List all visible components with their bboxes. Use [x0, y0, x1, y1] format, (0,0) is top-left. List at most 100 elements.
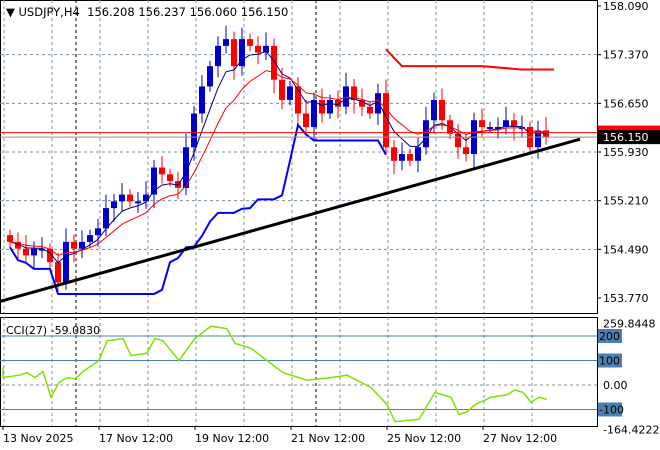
candle-body	[199, 86, 205, 114]
dropdown-triangle-icon[interactable]: ▼	[6, 5, 15, 19]
candle-body	[255, 45, 261, 53]
candle-body	[7, 235, 13, 242]
candle-body	[383, 93, 389, 148]
candle-body	[87, 235, 93, 242]
candle-body	[415, 147, 421, 161]
candle-body	[135, 201, 141, 204]
candle-body	[127, 194, 133, 202]
candle-body	[455, 133, 461, 148]
ma-slow-line	[9, 70, 547, 256]
y-tick-label: 155.930	[603, 146, 649, 159]
candle-body	[375, 93, 381, 114]
candle-body	[95, 228, 101, 236]
candle-body	[335, 99, 341, 107]
main-panel-frame	[0, 0, 598, 314]
header-bar: ▼ USDJPY,H4 156.208 156.237 156.060 156.…	[6, 5, 288, 19]
y-tick-label: 153.770	[603, 292, 649, 305]
candle-body	[119, 194, 125, 202]
last-price-marker	[598, 130, 660, 145]
candle-body	[23, 248, 29, 256]
candle-body	[407, 154, 413, 161]
candle-body	[47, 248, 53, 263]
cci-label: CCI(27)	[6, 324, 48, 337]
candle-body	[103, 208, 109, 229]
candle-body	[351, 86, 357, 100]
cci-line	[2, 325, 548, 423]
cci-value: -59.0830	[50, 324, 101, 337]
x-tick-label: 27 Nov 12:00	[483, 432, 557, 445]
candle-body	[287, 86, 293, 100]
candle-body	[399, 154, 405, 161]
candle-body	[535, 130, 541, 148]
candle-body	[263, 45, 269, 53]
candle-body	[359, 99, 365, 107]
candle-body	[39, 248, 45, 251]
candle-body	[247, 39, 253, 46]
low-value: 156.060	[189, 5, 238, 19]
candle-body	[303, 113, 309, 127]
candle-body	[111, 201, 117, 209]
cci-level-badge	[598, 402, 622, 417]
high-value: 156.237	[138, 5, 186, 19]
y-tick-label: 156.650	[603, 97, 649, 110]
cci-level-badge	[598, 353, 622, 368]
candle-body	[207, 66, 213, 87]
candle-body	[71, 241, 77, 249]
candle-body	[223, 39, 229, 46]
trendline	[0, 137, 581, 303]
candle-body	[15, 241, 21, 249]
candle-body	[55, 262, 61, 283]
y-tick-label: 155.210	[603, 195, 649, 208]
candle-body	[231, 39, 237, 67]
candle-body	[151, 167, 157, 195]
candle-body	[167, 174, 173, 182]
candle-body	[479, 120, 485, 127]
cci-max-label: 259.8448	[603, 317, 656, 330]
candle-body	[487, 126, 493, 129]
cci-level-badge	[598, 329, 622, 343]
x-tick-label: 13 Nov 2025	[3, 432, 73, 445]
cci-min-label: -164.4222	[603, 423, 659, 436]
candle-body	[295, 86, 301, 114]
x-tick-label: 19 Nov 12:00	[195, 432, 269, 445]
open-value: 156.208	[87, 5, 135, 19]
candle-body	[79, 241, 85, 249]
candle-body	[503, 120, 509, 127]
y-tick-label: 158.090	[603, 0, 649, 13]
candle-body	[343, 86, 349, 107]
candle-body	[271, 45, 277, 80]
candle-body	[31, 248, 37, 256]
candle-body	[431, 99, 437, 121]
y-tick-label: 154.490	[603, 243, 649, 256]
candle-body	[319, 99, 325, 114]
candle-body	[63, 241, 69, 283]
candle-body	[143, 194, 149, 202]
x-tick-label: 21 Nov 12:00	[291, 432, 365, 445]
cci-level-label: 200	[599, 330, 620, 343]
candle-body	[495, 126, 501, 129]
candle-body	[463, 147, 469, 155]
candle-body	[183, 147, 189, 188]
symbol-label: USDJPY,H4	[18, 5, 80, 19]
y-tick-label: 157.370	[603, 49, 649, 62]
candle-body	[327, 99, 333, 114]
candle-body	[367, 106, 373, 114]
last-price-label: 156.150	[603, 131, 649, 144]
cci-level-label: -100	[599, 404, 624, 417]
candle-body	[239, 39, 245, 67]
x-tick-label: 17 Nov 12:00	[99, 432, 173, 445]
candle-body	[215, 45, 221, 67]
resistance-line	[385, 48, 554, 71]
close-value: 156.150	[240, 5, 289, 19]
x-tick-label: 25 Nov 12:00	[387, 432, 461, 445]
candle-body	[159, 167, 165, 175]
cci-level-label: 100	[599, 355, 620, 368]
cci-panel-frame	[0, 317, 598, 427]
cci-level-label: 0.00	[603, 379, 628, 392]
cci-title: CCI(27) -59.0830	[6, 324, 100, 337]
candle-body	[391, 147, 397, 161]
candle-body	[511, 120, 517, 127]
candle-body	[311, 99, 317, 127]
